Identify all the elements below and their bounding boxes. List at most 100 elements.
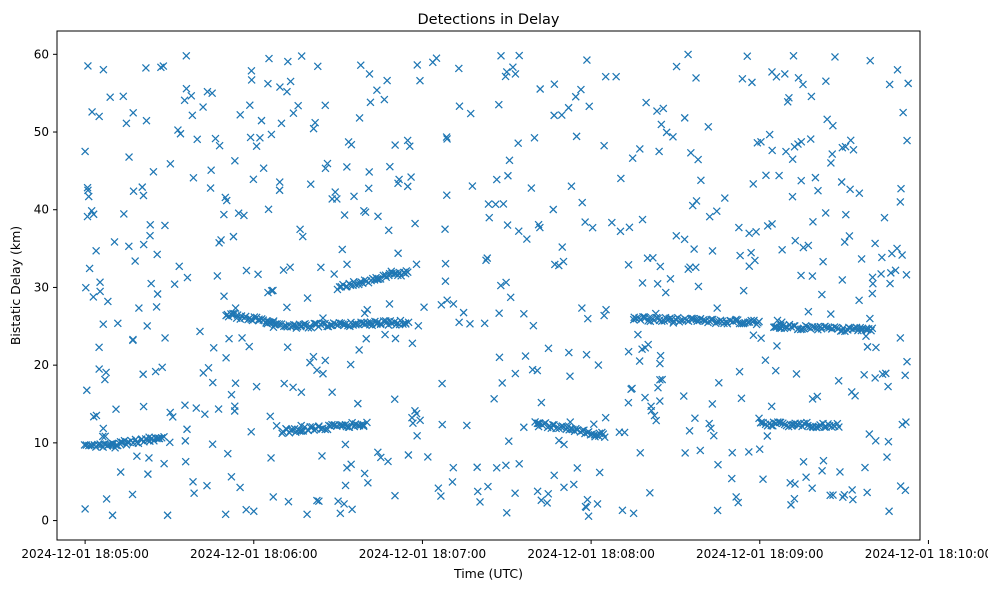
data-point: [533, 487, 542, 496]
data-point: [139, 370, 148, 379]
data-point: [362, 334, 371, 343]
data-point: [601, 413, 610, 422]
data-point: [505, 156, 514, 165]
data-point: [372, 86, 381, 95]
data-point: [95, 365, 104, 373]
data-point: [180, 96, 189, 105]
data-point: [585, 102, 594, 111]
data-point: [199, 369, 208, 377]
data-point: [659, 104, 668, 113]
track-point: [771, 323, 780, 331]
data-point: [694, 155, 703, 164]
data-point: [903, 357, 911, 366]
data-point: [624, 347, 633, 356]
data-point: [387, 267, 396, 276]
data-point: [804, 307, 813, 316]
data-point: [499, 199, 508, 208]
data-point: [138, 183, 147, 192]
data-point: [423, 453, 432, 461]
data-point: [558, 243, 567, 251]
data-point: [330, 270, 339, 279]
data-point: [633, 330, 642, 339]
data-point: [83, 212, 92, 221]
track-point: [638, 313, 647, 321]
data-point: [686, 148, 695, 157]
data-point: [102, 368, 111, 377]
data-point: [394, 249, 403, 258]
data-point: [550, 80, 559, 89]
data-point: [165, 438, 174, 447]
data-point: [515, 459, 524, 468]
data-point: [511, 70, 520, 78]
data-point: [554, 436, 563, 445]
data-point: [145, 433, 154, 442]
data-point: [669, 132, 677, 141]
data-point: [466, 319, 474, 328]
data-point: [441, 277, 450, 286]
data-point: [282, 303, 291, 312]
data-point: [269, 286, 277, 295]
data-point: [254, 270, 262, 279]
data-point: [806, 135, 815, 144]
data-point: [262, 317, 271, 325]
data-point: [818, 466, 827, 475]
data-point: [727, 474, 736, 483]
data-point: [438, 420, 447, 429]
track-point: [850, 324, 859, 333]
data-point: [81, 147, 90, 156]
data-point: [791, 236, 800, 245]
data-point: [581, 502, 590, 511]
data-point: [650, 411, 659, 420]
data-point: [672, 62, 681, 71]
data-point: [196, 327, 204, 336]
data-point: [269, 492, 278, 501]
data-point: [492, 463, 501, 472]
data-point: [534, 422, 543, 431]
data-point: [449, 299, 458, 308]
y-axis-label: Bistatic Delay (km): [8, 226, 23, 345]
data-point: [811, 173, 820, 182]
data-point: [152, 303, 161, 311]
data-point: [847, 388, 856, 396]
data-point: [638, 215, 647, 224]
data-point: [385, 162, 394, 171]
data-point: [655, 359, 664, 368]
track-point: [132, 438, 141, 447]
data-point: [275, 186, 284, 195]
data-point: [151, 367, 160, 376]
data-point: [638, 278, 647, 287]
data-point: [514, 227, 523, 236]
data-point: [704, 122, 713, 131]
data-point: [860, 370, 869, 379]
data-point: [544, 344, 553, 353]
data-point: [808, 217, 817, 226]
data-point: [139, 402, 148, 411]
data-point: [519, 309, 528, 318]
data-point: [768, 146, 777, 155]
data-point: [373, 318, 382, 327]
data-point: [767, 402, 776, 411]
data-point: [303, 510, 312, 519]
data-point: [681, 448, 690, 457]
data-point: [834, 376, 843, 385]
data-point: [208, 89, 217, 98]
data-point: [589, 420, 598, 429]
data-point: [808, 484, 817, 493]
data-point: [791, 480, 799, 489]
data-point: [492, 175, 501, 184]
data-point: [83, 62, 92, 70]
data-point: [242, 505, 251, 514]
data-point: [750, 256, 759, 265]
data-point: [88, 107, 97, 116]
data-point: [749, 179, 758, 188]
data-point: [230, 156, 239, 165]
y-tick-label: 10: [34, 436, 49, 450]
data-point: [156, 63, 165, 72]
data-point: [297, 388, 306, 397]
data-point: [654, 383, 662, 392]
data-point: [476, 497, 484, 506]
data-point: [857, 254, 866, 263]
y-tick-label: 50: [34, 125, 49, 139]
data-point: [543, 499, 552, 507]
data-point: [848, 495, 857, 504]
